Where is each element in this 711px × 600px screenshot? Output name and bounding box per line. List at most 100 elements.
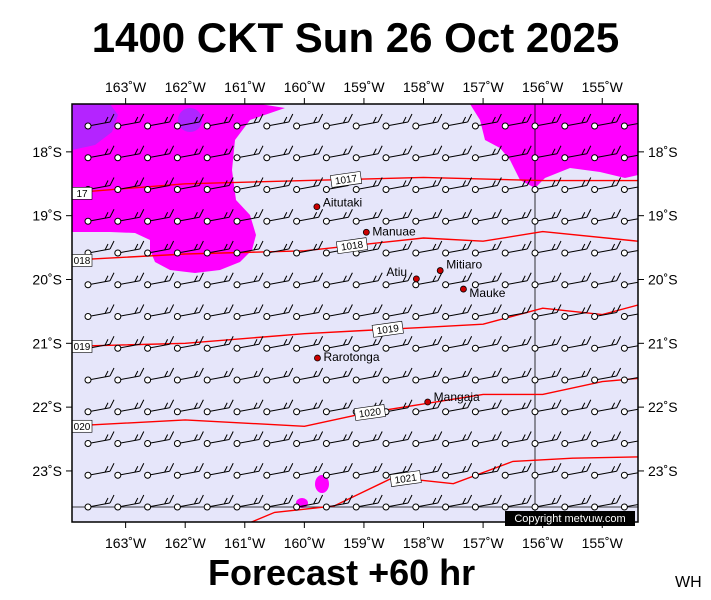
wind-barb [144, 304, 175, 320]
wind-barb [471, 463, 502, 479]
wind-barb [173, 272, 204, 289]
wind-barb [263, 272, 294, 289]
wind-barb [84, 304, 115, 320]
wind-barb [501, 145, 532, 162]
wind-barb [591, 240, 622, 257]
wind-barb [501, 177, 532, 193]
isobar-label: 1018 [340, 240, 364, 254]
wind-barb [561, 113, 592, 130]
wind-barb [412, 272, 443, 289]
wind-barb [561, 209, 592, 225]
wind-barb [352, 304, 383, 320]
wind-barb [591, 431, 622, 447]
wind-barb [203, 113, 234, 130]
wind-barb [382, 177, 413, 193]
lon-tick-label-bottom: 159˚W [343, 535, 385, 551]
wind-barb [114, 177, 145, 193]
wind-barb [591, 209, 622, 225]
wind-barb [501, 209, 532, 225]
wind-barb [501, 272, 532, 289]
wind-barb [442, 177, 473, 193]
wind-barb [561, 431, 592, 447]
place-label: Atiu [386, 265, 407, 279]
wind-barb [471, 367, 502, 384]
wind-barb [531, 145, 562, 162]
island-marker [436, 267, 444, 274]
lat-tick-label-right: 22˚S [648, 399, 678, 415]
lat-tick-label-left: 23˚S [32, 463, 62, 479]
wind-barb [501, 336, 532, 352]
lon-tick-label-bottom: 157˚W [462, 535, 504, 551]
wind-barb [114, 494, 145, 511]
wind-barb [293, 240, 324, 257]
wind-barb [501, 367, 532, 384]
wind-barb [442, 304, 473, 320]
wind-barb [501, 113, 532, 130]
island-marker [314, 354, 321, 362]
wind-barb [293, 431, 324, 447]
wind-barb [471, 272, 502, 289]
wind-barb [203, 272, 234, 289]
wind-barb [591, 145, 622, 162]
wind-barb [561, 272, 592, 289]
place-label: Mauke [469, 286, 505, 300]
wind-barb [531, 463, 562, 479]
isobar-label-box [353, 404, 386, 421]
lon-tick-label-bottom: 156˚W [522, 535, 564, 551]
island-marker [313, 203, 321, 211]
wind-barb [382, 145, 413, 162]
wind-barb [352, 145, 383, 162]
wind-barb [501, 304, 532, 320]
wind-barb [531, 494, 562, 511]
wind-barb [620, 154, 638, 162]
wind-barb [293, 494, 324, 511]
wind-barb [233, 463, 264, 479]
wind-barb [531, 177, 562, 193]
wind-barb [620, 344, 638, 352]
wind-barb [293, 399, 324, 416]
wind-barb [561, 463, 592, 479]
wind-barb [442, 463, 473, 479]
wind-barb [620, 217, 638, 225]
wind-barb [471, 399, 502, 416]
wind-barb [412, 494, 443, 511]
lat-tick-label-right: 20˚S [648, 271, 678, 287]
wind-barb [591, 399, 622, 416]
wind-barb [203, 367, 234, 384]
wind-barb [233, 209, 264, 225]
isobar-edge-label: 019 [74, 342, 91, 353]
isobar-1020 [72, 377, 638, 428]
wind-barb [263, 209, 294, 225]
lon-tick-label-bottom: 160˚W [284, 535, 326, 551]
wind-barb [352, 494, 383, 511]
wind-barb [84, 145, 115, 162]
wind-barb [293, 177, 324, 193]
island-marker [362, 228, 370, 236]
wind-barb [173, 431, 204, 447]
wind-barb [114, 463, 145, 479]
wind-barb [233, 240, 264, 257]
wind-barb [203, 209, 234, 225]
isobar-edge-label: 17 [76, 189, 88, 200]
wind-barb [620, 503, 638, 511]
wind-barb [322, 463, 353, 479]
lon-tick-label-top: 162˚W [165, 79, 207, 95]
wind-barb [263, 463, 294, 479]
wind-barb [561, 494, 592, 511]
wind-barb [322, 494, 353, 511]
wind-barb [84, 463, 115, 479]
wind-barb [501, 399, 532, 416]
wind-barb [471, 494, 502, 511]
wind-barb [84, 272, 115, 289]
wind-barb [620, 122, 638, 130]
wind-barb [442, 145, 473, 162]
wind-barb [173, 399, 204, 416]
wind-barb [591, 304, 622, 320]
lon-tick-label-bottom: 158˚W [403, 535, 445, 551]
wind-barb [233, 367, 264, 384]
precip-area-west-dark [72, 104, 118, 150]
wind-barb [471, 113, 502, 130]
wind-barb [620, 376, 638, 384]
wind-barb [293, 367, 324, 384]
wind-barb [561, 240, 592, 257]
